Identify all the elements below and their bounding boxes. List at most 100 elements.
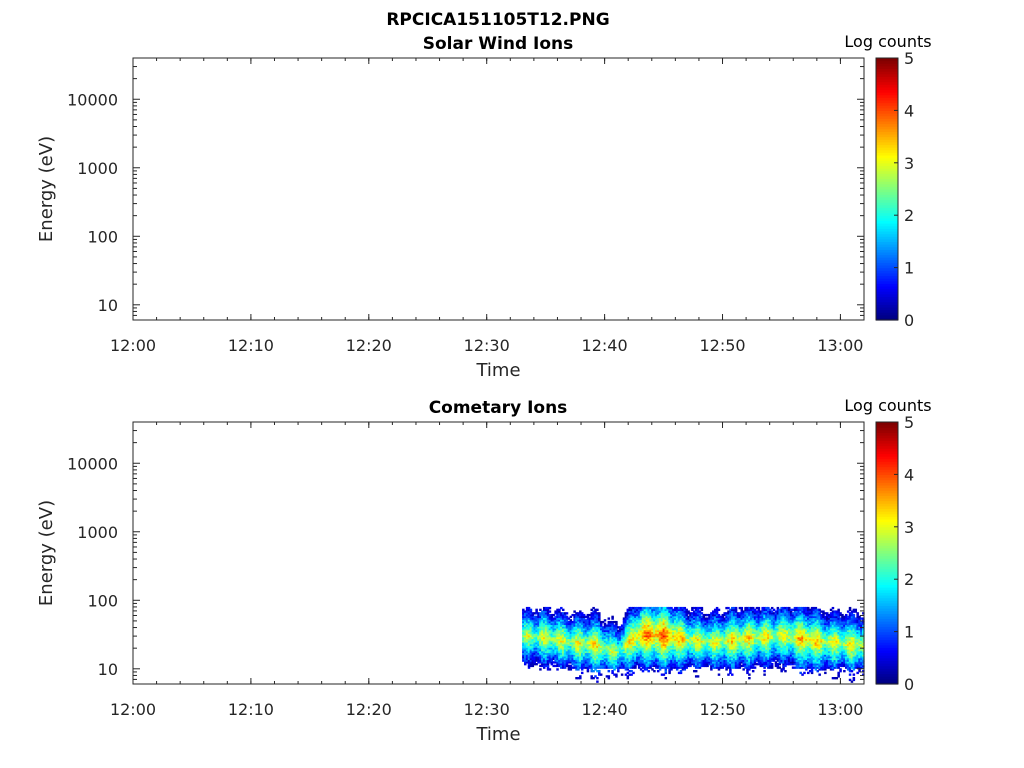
spectrogram-cell <box>590 675 593 678</box>
spectrogram-cell <box>556 610 559 613</box>
spectrogram-cell <box>560 640 563 643</box>
spectrogram-cell <box>788 608 791 612</box>
spectrogram-cell <box>670 636 673 640</box>
spectrogram-cell <box>748 636 751 640</box>
spectrogram-cell <box>523 612 527 615</box>
spectrogram-cell <box>556 612 559 615</box>
spectrogram-cell <box>721 619 725 622</box>
spectrogram-cell <box>736 626 740 629</box>
spectrogram-cell <box>698 643 702 647</box>
spectrogram-cell <box>647 627 650 631</box>
spectrogram-cell <box>681 640 685 643</box>
colorbar-step <box>876 97 898 101</box>
spectrogram-cell <box>588 647 592 650</box>
spectrogram-cell <box>693 655 696 659</box>
spectrogram-cell <box>588 627 592 631</box>
spectrogram-cell <box>556 659 559 662</box>
spectrogram-cell <box>599 640 603 643</box>
spectrogram-cell <box>541 629 544 633</box>
spectrogram-cell <box>689 641 692 645</box>
spectrogram-cell <box>784 659 787 662</box>
spectrogram-cell <box>780 661 783 664</box>
spectrogram-cell <box>628 638 631 641</box>
spectrogram-cell <box>637 654 641 657</box>
spectrogram-cell <box>647 655 650 659</box>
spectrogram-cell <box>696 643 700 647</box>
spectrogram-cell <box>670 631 673 634</box>
spectrogram-cell <box>649 622 652 626</box>
spectrogram-cell <box>732 657 736 661</box>
spectrogram-cell <box>731 634 734 638</box>
spectrogram-cell <box>715 606 719 610</box>
spectrogram-cell <box>552 629 555 633</box>
spectrogram-cell <box>656 661 660 664</box>
spectrogram-cell <box>679 655 683 659</box>
spectrogram-cell <box>729 645 732 648</box>
spectrogram-cell <box>744 622 747 626</box>
spectrogram-cell <box>632 606 635 610</box>
spectrogram-cell <box>660 608 664 612</box>
spectrogram-cell <box>523 627 527 631</box>
spectrogram-cell <box>683 608 687 612</box>
spectrogram-cell <box>770 652 774 655</box>
spectrogram-cell <box>788 661 791 664</box>
spectrogram-cell <box>658 636 662 640</box>
spectrogram-cell <box>719 662 723 666</box>
spectrogram-cell <box>645 626 649 629</box>
spectrogram-cell <box>660 657 664 661</box>
spectrogram-cell <box>715 629 719 633</box>
spectrogram-cell <box>765 631 768 634</box>
spectrogram-cell <box>689 664 692 668</box>
spectrogram-cell <box>753 659 757 662</box>
spectrogram-cell <box>636 606 639 610</box>
spectrogram-cell <box>729 650 732 654</box>
spectrogram-cell <box>696 626 700 629</box>
spectrogram-cell <box>719 645 723 648</box>
spectrogram-cell <box>522 624 525 627</box>
spectrogram-cell <box>683 615 687 619</box>
spectrogram-cell <box>710 647 713 650</box>
spectrogram-cell <box>605 626 609 629</box>
spectrogram-cell <box>660 652 664 655</box>
spectrogram-cell <box>541 631 544 634</box>
spectrogram-cell <box>615 641 618 645</box>
spectrogram-cell <box>618 652 622 655</box>
spectrogram-cell <box>586 647 590 650</box>
spectrogram-cell <box>750 613 753 617</box>
spectrogram-cell <box>527 654 531 657</box>
spectrogram-cell <box>586 631 590 634</box>
spectrogram-cell <box>649 661 652 664</box>
spectrogram-cell <box>666 619 669 622</box>
spectrogram-cell <box>765 610 768 613</box>
spectrogram-cell <box>668 655 671 659</box>
spectrogram-cell <box>753 617 757 620</box>
spectrogram-cell <box>561 650 565 654</box>
spectrogram-cell <box>542 661 546 664</box>
spectrogram-cell <box>622 666 626 669</box>
colorbar-label: Log counts <box>844 32 931 51</box>
spectrogram-cell <box>693 627 696 631</box>
spectrogram-cell <box>634 629 637 633</box>
spectrogram-cell <box>723 664 726 668</box>
spectrogram-cell <box>702 661 706 664</box>
spectrogram-cell <box>761 608 764 612</box>
spectrogram-cell <box>592 655 595 659</box>
spectrogram-cell <box>615 664 618 668</box>
spectrogram-cell <box>789 615 793 619</box>
spectrogram-cell <box>624 612 628 615</box>
spectrogram-cell <box>751 661 755 664</box>
spectrogram-cell <box>666 652 669 655</box>
spectrogram-cell <box>548 622 552 626</box>
spectrogram-cell <box>666 641 669 645</box>
spectrogram-cell <box>664 655 668 659</box>
spectrogram-cell <box>546 652 550 655</box>
spectrogram-cell <box>647 648 650 652</box>
spectrogram-cell <box>571 634 574 638</box>
spectrogram-cell <box>630 619 633 622</box>
spectrogram-cell <box>561 648 565 652</box>
spectrogram-cell <box>523 641 527 645</box>
spectrogram-cell <box>541 622 544 626</box>
spectrogram-cell <box>723 627 726 631</box>
spectrogram-cell <box>759 655 763 659</box>
spectrogram-cell <box>554 631 557 634</box>
